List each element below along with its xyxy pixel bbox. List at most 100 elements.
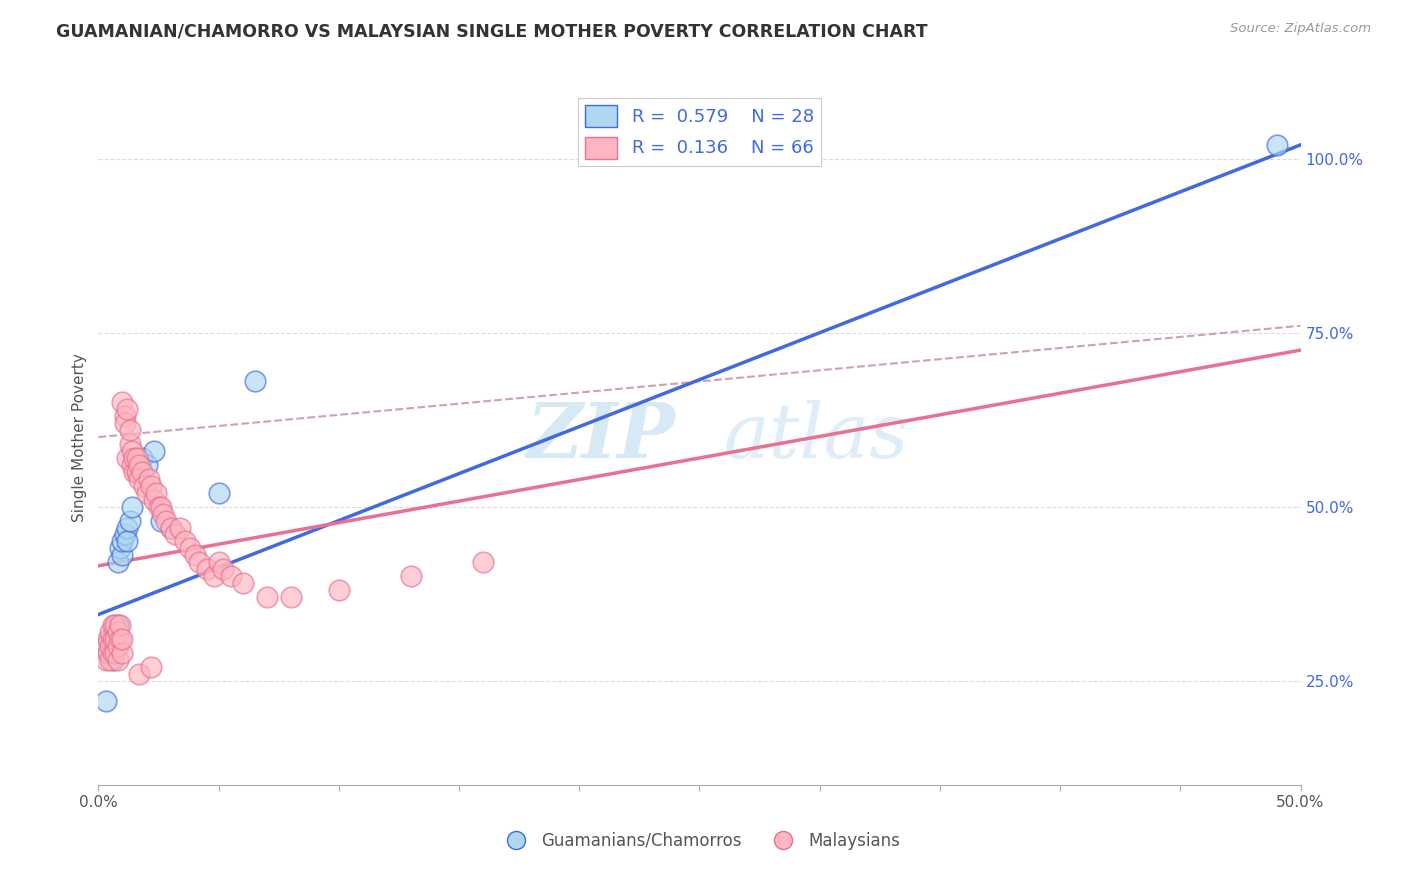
Point <box>179 541 201 556</box>
Text: ZIP: ZIP <box>527 401 675 474</box>
Point <box>100 632 122 646</box>
Y-axis label: Single Mother Poverty: Single Mother Poverty <box>72 352 87 522</box>
Point <box>174 534 197 549</box>
Point <box>212 562 235 576</box>
Point <box>128 458 150 472</box>
Point <box>114 527 136 541</box>
Point <box>111 534 134 549</box>
Point <box>195 562 218 576</box>
Point <box>117 450 139 465</box>
Point <box>138 472 160 486</box>
Point <box>142 492 165 507</box>
Point <box>111 646 134 660</box>
Point <box>124 465 146 479</box>
Point <box>111 549 134 563</box>
Point <box>104 632 127 646</box>
Point <box>219 569 242 583</box>
Point <box>111 395 134 409</box>
Point <box>104 618 127 632</box>
Point <box>128 666 150 681</box>
Point <box>117 534 139 549</box>
Point <box>100 653 122 667</box>
Point <box>118 423 141 437</box>
Point <box>149 500 172 514</box>
Point <box>208 485 231 500</box>
Point <box>399 569 422 583</box>
Point <box>472 555 495 569</box>
Point <box>108 541 131 556</box>
Point <box>124 450 146 465</box>
Point <box>159 520 181 534</box>
Point <box>114 416 136 430</box>
Point <box>183 549 205 563</box>
Point <box>114 409 136 424</box>
Point <box>128 472 150 486</box>
Point <box>100 639 122 653</box>
Point <box>107 639 129 653</box>
Point <box>135 458 157 472</box>
Point <box>121 500 143 514</box>
Text: atlas: atlas <box>724 401 908 474</box>
Point <box>145 485 167 500</box>
Point <box>328 583 350 598</box>
Point <box>118 514 141 528</box>
Point <box>101 639 124 653</box>
Point <box>159 520 181 534</box>
Point <box>131 450 153 465</box>
Point <box>280 590 302 604</box>
Point <box>125 465 148 479</box>
Point <box>101 646 124 660</box>
Point <box>108 632 131 646</box>
Point <box>142 444 165 458</box>
Point <box>97 646 120 660</box>
Point <box>94 653 117 667</box>
Point <box>1265 137 1288 152</box>
Point <box>97 646 120 660</box>
Point <box>118 437 141 451</box>
Point <box>94 639 117 653</box>
Text: GUAMANIAN/CHAMORRO VS MALAYSIAN SINGLE MOTHER POVERTY CORRELATION CHART: GUAMANIAN/CHAMORRO VS MALAYSIAN SINGLE M… <box>56 22 928 40</box>
Point <box>100 646 122 660</box>
Point <box>121 458 143 472</box>
Point <box>208 555 231 569</box>
Point <box>148 500 170 514</box>
Point <box>107 624 129 639</box>
Point <box>131 465 153 479</box>
Point <box>165 527 187 541</box>
Point <box>169 520 191 534</box>
Point <box>202 569 225 583</box>
Point <box>232 576 254 591</box>
Point <box>94 694 117 708</box>
Point <box>107 618 129 632</box>
Point <box>100 624 122 639</box>
Point <box>132 479 155 493</box>
Point <box>101 632 124 646</box>
Point <box>97 632 120 646</box>
Point <box>135 485 157 500</box>
Point <box>108 618 131 632</box>
Point <box>155 514 177 528</box>
Point <box>121 444 143 458</box>
Point <box>104 632 127 646</box>
Point <box>101 618 124 632</box>
Point <box>256 590 278 604</box>
Point <box>141 659 163 673</box>
Point <box>188 555 211 569</box>
Point <box>111 632 134 646</box>
Point <box>104 624 127 639</box>
Point <box>94 639 117 653</box>
Point <box>125 450 148 465</box>
Point <box>141 479 163 493</box>
Point <box>107 653 129 667</box>
Point <box>125 465 148 479</box>
Point <box>107 555 129 569</box>
Point <box>243 375 266 389</box>
Point <box>117 402 139 417</box>
Point <box>101 653 124 667</box>
Point <box>104 646 127 660</box>
Point <box>117 520 139 534</box>
Text: Source: ZipAtlas.com: Source: ZipAtlas.com <box>1230 22 1371 36</box>
Legend: Guamanians/Chamorros, Malaysians: Guamanians/Chamorros, Malaysians <box>492 825 907 856</box>
Point <box>152 507 174 521</box>
Point <box>149 514 172 528</box>
